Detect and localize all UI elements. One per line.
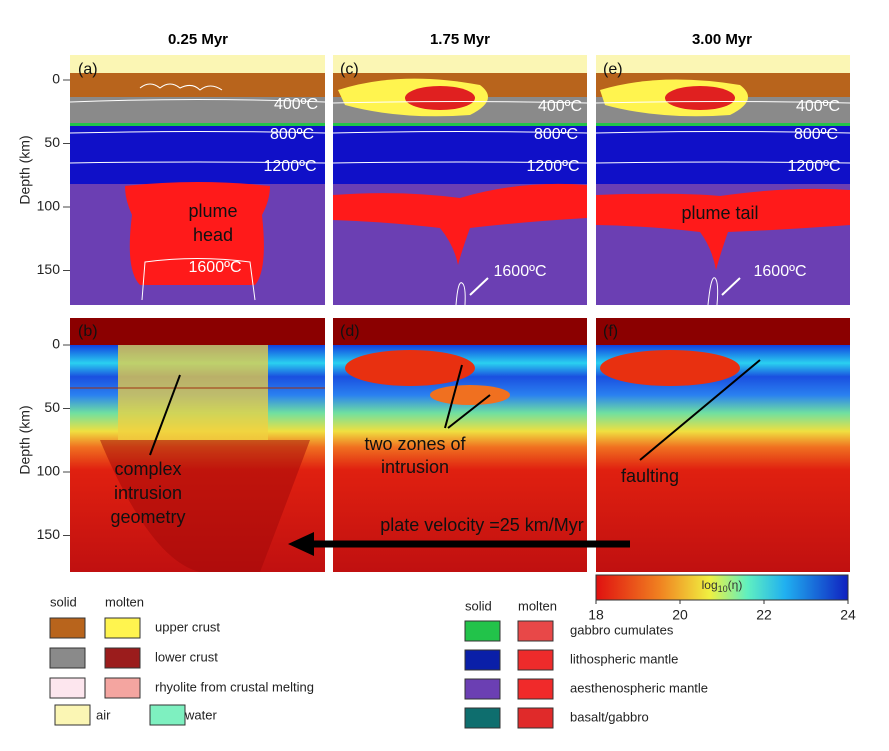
y-tick-label: 50 xyxy=(44,399,60,415)
isotherm-label: 1200ºC xyxy=(788,158,841,175)
swatch xyxy=(517,707,554,729)
legend-header: molten xyxy=(105,594,144,609)
annotation: head xyxy=(193,225,233,245)
colorbar-tick-label: 24 xyxy=(840,607,856,623)
annotation: two zones of xyxy=(364,434,466,454)
legend-label: aesthenospheric mantle xyxy=(570,680,708,695)
isotherm-label: 1600ºC xyxy=(754,263,807,280)
isotherm-label: 1200ºC xyxy=(264,158,317,175)
isotherm-label: 800ºC xyxy=(794,126,838,143)
swatch xyxy=(49,647,86,669)
panel-label: (a) xyxy=(78,61,98,78)
legend: solid molten upper crust lower crust rhyolit… xyxy=(49,594,708,729)
y-axis-label: Depth (km) xyxy=(17,405,33,474)
annotation: faulting xyxy=(621,466,679,486)
annotation: intrusion xyxy=(114,483,182,503)
legend-header: solid xyxy=(50,594,77,609)
annotation: plume xyxy=(188,201,237,221)
legend-label: water xyxy=(184,707,217,722)
y-tick-label: 50 xyxy=(44,134,60,150)
y-axis-label: Depth (km) xyxy=(17,135,33,204)
colorbar xyxy=(595,574,849,601)
panel-d: (d) two zones of intrusion xyxy=(333,318,587,572)
arrow-head xyxy=(288,532,314,556)
legend-header: solid xyxy=(465,598,492,613)
colorbar-tick-label: 22 xyxy=(756,607,772,623)
y-tick-label: 100 xyxy=(37,198,61,214)
colorbar-ticks: 18 20 22 24 xyxy=(588,600,856,623)
swatch xyxy=(517,620,554,642)
swatch xyxy=(49,677,86,699)
colorbar-tick-label: 20 xyxy=(672,607,688,623)
panel-label: (d) xyxy=(340,323,360,340)
legend-label: lithospheric mantle xyxy=(570,651,678,666)
legend-label: air xyxy=(96,707,111,722)
swatch xyxy=(464,649,501,671)
legend-label: upper crust xyxy=(155,619,220,634)
isotherm-label: 400ºC xyxy=(538,98,582,115)
isotherm-label: 800ºC xyxy=(270,126,314,143)
panel-label: (b) xyxy=(78,323,98,340)
column-title: 3.00 Myr xyxy=(692,31,752,48)
panel-label: (e) xyxy=(603,61,623,78)
isotherm-label: 1600ºC xyxy=(189,259,242,276)
colorbar-label: log10(η) xyxy=(702,578,743,594)
legend-label: gabbro cumulates xyxy=(570,622,674,637)
colorbar-tick-label: 18 xyxy=(588,607,604,623)
legend-header: molten xyxy=(518,598,557,613)
swatch xyxy=(517,678,554,700)
y-tick-label: 100 xyxy=(37,463,61,479)
panel-label: (c) xyxy=(340,61,359,78)
column-title: 1.75 Myr xyxy=(430,31,490,48)
swatch xyxy=(104,647,141,669)
swatch xyxy=(104,617,141,639)
panel-label: (f) xyxy=(603,323,618,340)
isotherm-label: 400ºC xyxy=(796,98,840,115)
legend-label: lower crust xyxy=(155,649,218,664)
swatch xyxy=(464,707,501,729)
panel-f: (f) faulting xyxy=(596,318,850,572)
swatch xyxy=(104,677,141,699)
panel-e: (e) 400ºC 800ºC 1200ºC 1600ºC plume tail xyxy=(595,55,851,306)
isotherm-label: 400ºC xyxy=(274,96,318,113)
isotherm-label: 1200ºC xyxy=(527,158,580,175)
panel-a: (a) 400ºC 800ºC 1200ºC 1600ºC plume head xyxy=(69,55,326,305)
annotation: geometry xyxy=(110,507,185,527)
legend-label: basalt/gabbro xyxy=(570,709,649,724)
panel-b: (b) complex intrusion geometry xyxy=(70,318,325,572)
panel-c: (c) 400ºC 800ºC 1200ºC 1600ºC xyxy=(332,55,588,306)
swatch xyxy=(464,678,501,700)
annotation: intrusion xyxy=(381,457,449,477)
annotation: complex xyxy=(114,459,181,479)
y-tick-label: 0 xyxy=(52,336,60,352)
y-tick-label: 150 xyxy=(37,261,61,277)
isotherm-label: 1600ºC xyxy=(494,263,547,280)
swatch xyxy=(149,704,186,726)
y-tick-label: 150 xyxy=(37,526,61,542)
annotation: plate velocity =25 km/Myr xyxy=(380,515,584,535)
swatch xyxy=(464,620,501,642)
y-tick-label: 0 xyxy=(52,71,60,87)
legend-label: rhyolite from crustal melting xyxy=(155,679,314,694)
isotherm-label: 800ºC xyxy=(534,126,578,143)
swatch xyxy=(517,649,554,671)
swatch xyxy=(54,704,91,726)
column-title: 0.25 Myr xyxy=(168,31,228,48)
y-ticks: 0 50 100 150 0 50 100 150 xyxy=(37,71,70,542)
swatch xyxy=(49,617,86,639)
annotation: plume tail xyxy=(681,203,758,223)
